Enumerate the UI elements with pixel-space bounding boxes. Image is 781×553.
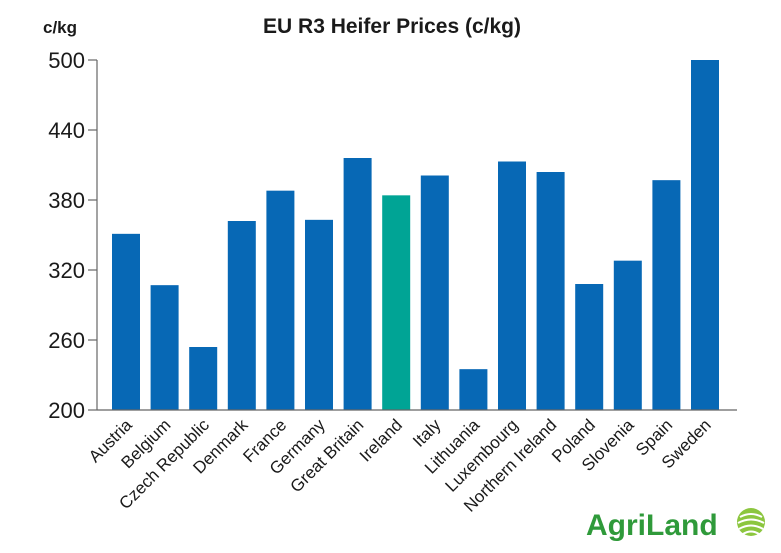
bar-denmark [227, 221, 256, 410]
y-tick-label: 320 [48, 258, 85, 283]
bar-austria [112, 233, 140, 410]
y-tick-label: 260 [48, 328, 85, 353]
bar-poland [575, 284, 604, 410]
y-axis-unit-label: c/kg [43, 18, 77, 37]
y-tick-label: 200 [48, 398, 85, 423]
wheat-ear-icon [737, 508, 765, 536]
bar-slovenia [613, 260, 642, 410]
bar-great-britain [343, 158, 372, 410]
chart-title: EU R3 Heifer Prices (c/kg) [263, 15, 521, 38]
bar-sweden [691, 60, 719, 410]
agriland-logo: AgriLand [586, 508, 765, 542]
y-tick-label: 500 [48, 48, 85, 73]
bars [112, 60, 719, 410]
bar-czech-republic [189, 347, 218, 410]
logo-text: AgriLand [586, 509, 718, 542]
bar-italy [420, 175, 449, 410]
bar-france [266, 190, 295, 410]
bar-northern-ireland [536, 172, 565, 410]
y-tick-label: 440 [48, 118, 85, 143]
bar-lithuania [459, 369, 488, 410]
bar-ireland [382, 195, 411, 410]
bar-spain [652, 180, 681, 410]
y-axis-ticks: 200 260 320 380 440 500 [48, 48, 97, 423]
bar-belgium [150, 285, 179, 410]
y-tick-label: 380 [48, 188, 85, 213]
bar-luxembourg [498, 161, 526, 410]
x-tick-label: Ireland [356, 415, 406, 465]
bar-germany [305, 219, 333, 410]
